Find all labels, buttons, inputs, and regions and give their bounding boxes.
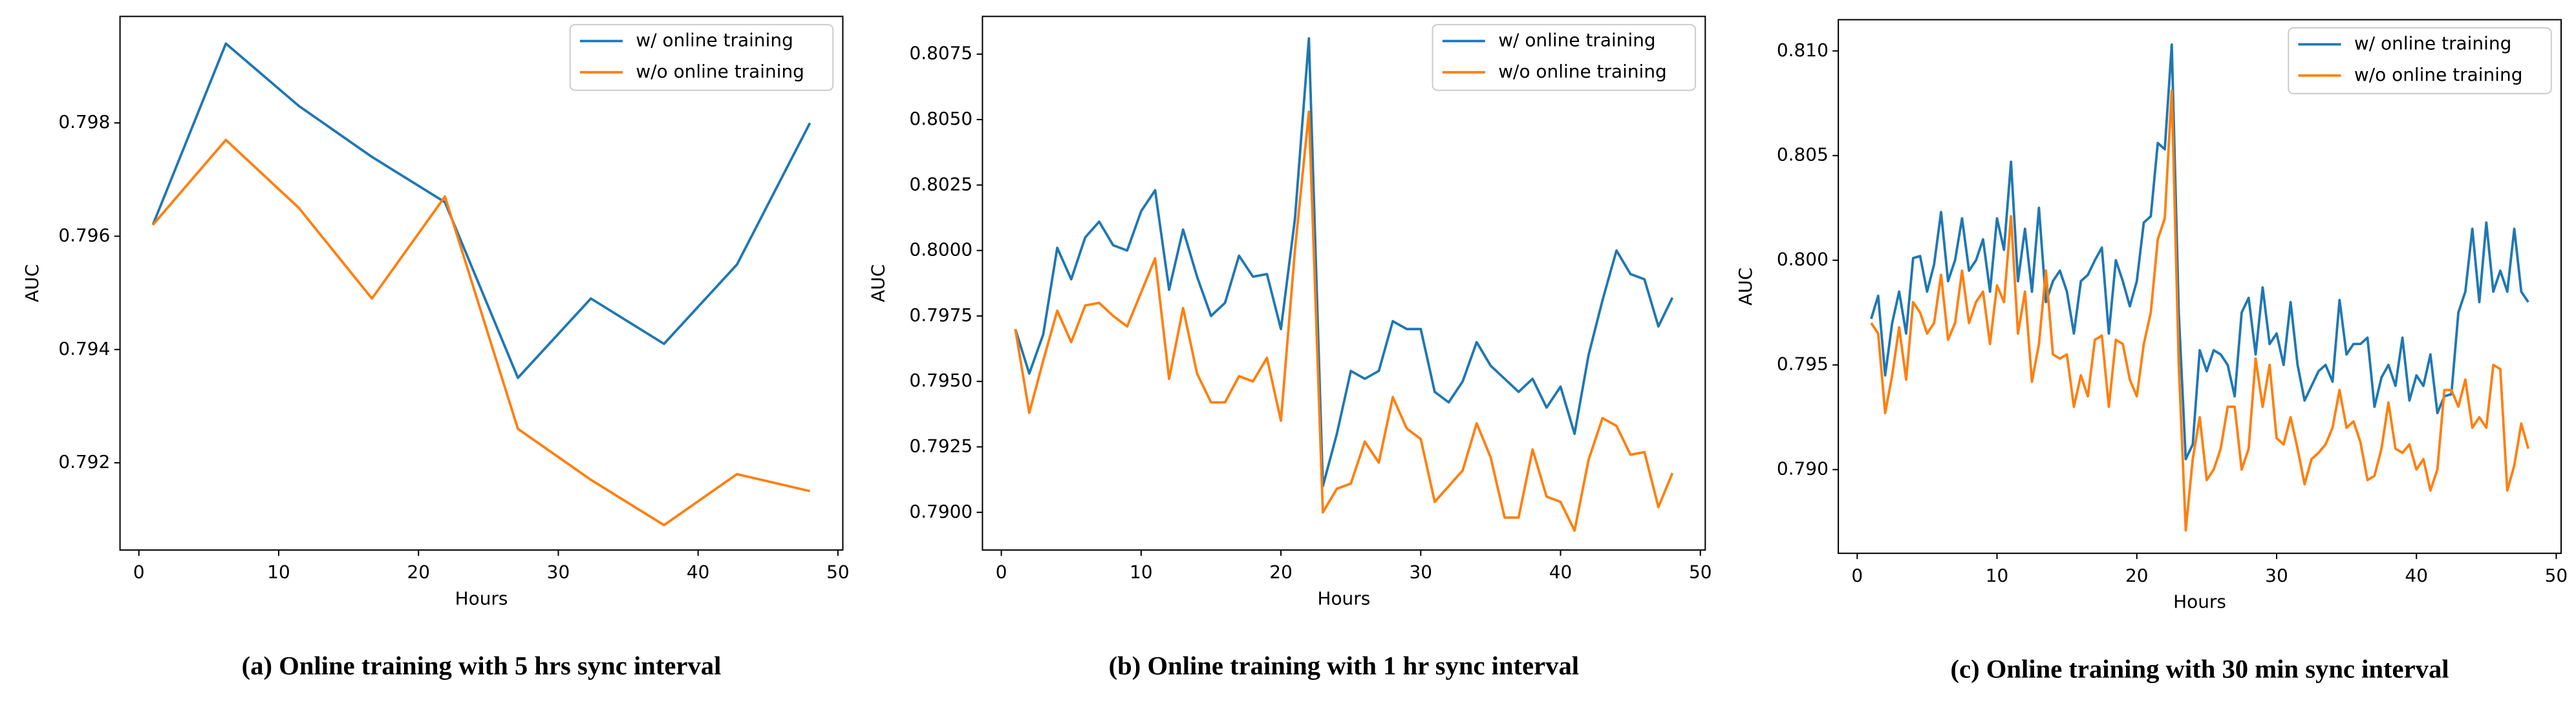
- y-tick-label: 0.8050: [909, 108, 972, 129]
- y-axis-label: AUC: [867, 264, 888, 302]
- y-tick-label: 0.792: [58, 451, 110, 472]
- x-tick-label: 10: [1986, 565, 2009, 586]
- x-tick-label: 50: [2545, 565, 2568, 586]
- x-axis-label: Hours: [1317, 587, 1370, 609]
- caption: (a) Online training with 5 hrs sync inte…: [242, 651, 722, 680]
- x-tick-label: 10: [1130, 562, 1153, 583]
- y-tick-label: 0.7900: [909, 501, 972, 522]
- data-line: [151, 42, 811, 379]
- plot-frame: [1838, 19, 2562, 554]
- legend-label: w/ online training: [1498, 30, 1655, 51]
- x-tick-label: 0: [996, 562, 1007, 583]
- x-tick-label: 40: [1549, 562, 1572, 583]
- x-tick-label: 0: [133, 562, 145, 583]
- data-line: [1014, 110, 1674, 533]
- data-line: [1014, 37, 1674, 488]
- plot-frame: [119, 16, 844, 551]
- y-tick-label: 0.790: [1777, 458, 1829, 480]
- y-tick-label: 0.796: [58, 225, 110, 246]
- x-tick-label: 20: [2125, 565, 2149, 586]
- legend-label: w/o online training: [2354, 64, 2523, 85]
- legend-box: [1432, 24, 1697, 91]
- x-tick-label: 20: [1269, 562, 1293, 583]
- y-tick-label: 0.8075: [909, 43, 972, 64]
- legend-label: w/ online training: [2354, 33, 2511, 54]
- y-tick-label: 0.8000: [909, 239, 972, 260]
- y-tick-label: 0.795: [1777, 354, 1829, 375]
- y-tick-label: 0.800: [1777, 249, 1829, 270]
- x-axis-label: Hours: [455, 587, 508, 609]
- x-tick-label: 30: [1410, 562, 1433, 583]
- x-tick-label: 10: [267, 562, 290, 583]
- y-tick-label: 0.798: [58, 111, 110, 132]
- data-line: [151, 138, 811, 527]
- caption: (c) Online training with 30 min sync int…: [1951, 654, 2449, 683]
- caption: (b) Online training with 1 hr sync inter…: [1109, 651, 1579, 680]
- x-tick-label: 30: [2265, 565, 2288, 586]
- x-tick-label: 0: [1851, 565, 1863, 586]
- y-axis-label: AUC: [1735, 268, 1756, 306]
- x-tick-label: 50: [826, 562, 850, 583]
- y-axis-label: AUC: [21, 264, 43, 302]
- x-tick-label: 20: [407, 562, 430, 583]
- data-line: [1870, 43, 2529, 461]
- x-tick-label: 30: [547, 562, 570, 583]
- y-tick-label: 0.794: [58, 338, 110, 359]
- x-axis-label: Hours: [2173, 591, 2226, 612]
- y-tick-label: 0.810: [1777, 39, 1829, 61]
- x-tick-label: 50: [1689, 562, 1712, 583]
- y-tick-label: 0.7925: [909, 435, 972, 456]
- x-tick-label: 40: [2405, 565, 2428, 586]
- y-tick-label: 0.7950: [909, 370, 972, 391]
- data-line: [1870, 89, 2530, 532]
- legend-label: w/o online training: [636, 61, 804, 82]
- y-tick-label: 0.805: [1777, 144, 1829, 165]
- legend-box: [569, 24, 834, 91]
- y-tick-label: 0.7975: [909, 304, 972, 326]
- legend-label: w/o online training: [1498, 61, 1667, 82]
- x-tick-label: 40: [687, 562, 710, 583]
- legend-label: w/ online training: [636, 30, 793, 51]
- y-tick-label: 0.8025: [909, 173, 972, 195]
- legend-box: [2288, 27, 2552, 94]
- plot-frame: [982, 16, 1706, 551]
